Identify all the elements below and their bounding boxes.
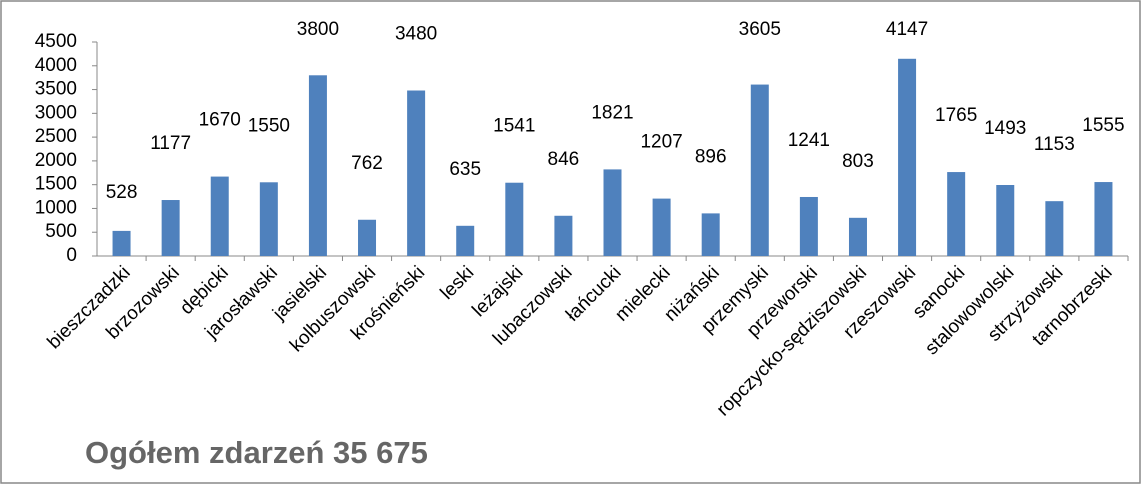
data-label: 1555 xyxy=(1082,115,1124,136)
bar xyxy=(456,225,475,256)
bar xyxy=(947,172,966,256)
data-label: 635 xyxy=(449,159,481,180)
y-tick-label: 1500 xyxy=(35,174,77,195)
data-label: 1207 xyxy=(640,132,682,153)
bar xyxy=(554,215,573,256)
data-label: 3800 xyxy=(297,19,339,40)
bar xyxy=(1094,182,1113,256)
bar xyxy=(652,198,671,256)
bar xyxy=(308,75,327,257)
data-label: 1670 xyxy=(199,110,241,131)
bar xyxy=(898,58,917,256)
y-tick-label: 4500 xyxy=(35,31,77,52)
data-label: 1493 xyxy=(984,118,1026,139)
y-tick-label: 3000 xyxy=(35,102,77,123)
y-tick-label: 3500 xyxy=(35,79,77,100)
data-label: 1177 xyxy=(150,133,191,154)
data-label: 1765 xyxy=(935,105,977,126)
bar xyxy=(210,176,229,256)
y-tick-label: 4000 xyxy=(35,55,77,76)
bar xyxy=(407,90,426,256)
data-label: 762 xyxy=(351,153,383,174)
data-label: 1550 xyxy=(248,115,290,136)
data-label: 4147 xyxy=(886,19,928,40)
bar xyxy=(996,184,1015,256)
data-label: 1541 xyxy=(493,116,535,137)
y-tick-label: 500 xyxy=(45,221,77,242)
y-tick-label: 1000 xyxy=(35,197,77,218)
bar xyxy=(701,213,720,256)
bar xyxy=(112,230,131,256)
data-label: 896 xyxy=(695,146,727,167)
bar xyxy=(1045,201,1064,256)
y-tick-label: 2000 xyxy=(35,150,77,171)
bar xyxy=(603,169,622,256)
y-tick-label: 2500 xyxy=(35,126,77,147)
bar xyxy=(848,217,867,256)
data-label: 3480 xyxy=(395,24,437,45)
y-tick-label: 0 xyxy=(66,245,77,266)
data-label: 846 xyxy=(548,149,580,170)
data-label: 1153 xyxy=(1034,134,1075,155)
data-label: 528 xyxy=(106,182,138,203)
footer: Ogółem zdarzeń 35 675 xyxy=(85,435,428,470)
data-label: 1241 xyxy=(788,130,830,151)
data-label: 3605 xyxy=(739,19,781,40)
bar xyxy=(799,196,818,256)
bar xyxy=(505,182,524,256)
bar xyxy=(259,182,278,256)
bar xyxy=(750,84,769,256)
data-label: 803 xyxy=(842,151,874,172)
data-label: 1821 xyxy=(591,102,633,123)
bar xyxy=(358,219,377,256)
bar xyxy=(161,200,180,256)
